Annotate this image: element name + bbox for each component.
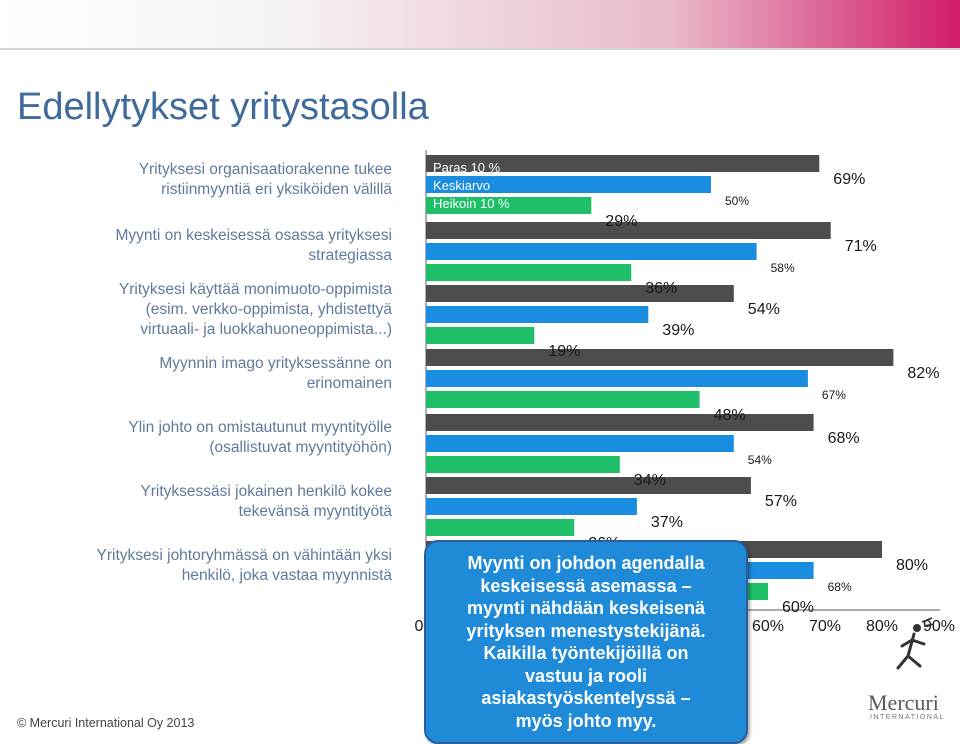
mercuri-logo-icon — [896, 617, 935, 670]
category-label-line: (osallistuvat myyntityöhön) — [209, 439, 392, 456]
data-label: 68% — [828, 580, 852, 594]
category-label-line: erinomainen — [306, 375, 392, 392]
bar-keskiarvo — [426, 435, 734, 452]
category-label-line: Ylin johto on omistautunut myyntityölle — [128, 419, 392, 436]
bar-heikoin — [426, 197, 592, 214]
data-label: 48% — [714, 407, 746, 424]
category-label: Ylin johto on omistautunut myyntityölle (… — [52, 418, 392, 458]
data-label: 50% — [725, 194, 749, 208]
data-label: 82% — [907, 365, 939, 382]
category-label-line: virtuaali- ja luokkahuoneoppimista...) — [140, 321, 392, 338]
legend-entry: Keskiarvo — [433, 178, 490, 193]
data-label: 39% — [662, 322, 694, 339]
bar-keskiarvo — [426, 176, 711, 193]
callout-line: asiakastyöskentelyssä – — [481, 688, 691, 708]
data-label: 29% — [605, 213, 637, 230]
bar-heikoin — [426, 519, 575, 536]
header-gradient-bar — [0, 0, 960, 48]
category-label-line: (esim. verkko-oppimista, yhdistettyä — [145, 301, 392, 318]
bar-paras — [426, 414, 814, 431]
data-label: 57% — [765, 493, 797, 510]
bar-heikoin — [426, 456, 620, 473]
callout-box: Myynti on johdon agendalla keskeisessä a… — [424, 540, 748, 744]
page-title: Edellytykset yritystasolla — [17, 86, 429, 128]
bar-heikoin — [426, 391, 700, 408]
callout-line: myynti nähdään keskeisenä — [466, 598, 706, 618]
data-label: 68% — [828, 430, 860, 447]
category-label-line: Yrityksesi johtoryhmässä on vähintään yk… — [96, 547, 393, 564]
legend-entry: Paras 10 % — [433, 160, 501, 175]
x-tick-label: 70% — [809, 618, 841, 635]
bar-keskiarvo — [426, 243, 757, 260]
data-label: 19% — [548, 343, 580, 360]
bar-paras — [426, 222, 831, 239]
bar-paras — [426, 477, 751, 494]
logo-subtitle: INTERNATIONAL — [870, 714, 945, 721]
category-label: Yrityksessäsi jokainen henkilö kokee teke… — [52, 482, 392, 522]
bar-heikoin — [426, 264, 632, 281]
callout-line: keskeisessä asemassa – — [480, 575, 692, 596]
data-label: 60% — [782, 599, 814, 616]
data-label: 34% — [634, 472, 666, 489]
category-label-line: Myynnin imago yrityksessänne on — [159, 355, 392, 372]
callout-line: Kaikilla työntekijöillä on — [483, 643, 689, 663]
legend-entry: Heikoin 10 % — [433, 196, 510, 211]
bar-heikoin — [426, 327, 535, 344]
category-label-line: Myynti on keskeisessä osassa yrityksesi — [115, 227, 392, 244]
data-label: 67% — [822, 388, 846, 402]
bar-paras — [426, 155, 820, 172]
bar-paras — [426, 285, 734, 302]
category-label-line: Yrityksessäsi jokainen henkilö kokee — [140, 483, 392, 500]
bar-keskiarvo — [426, 306, 649, 323]
category-label: Yrityksesi käyttää monimuoto-oppimista (e… — [52, 280, 392, 340]
data-label: 54% — [748, 453, 772, 467]
callout-line: yrityksen menestystekijänä. — [466, 620, 706, 641]
data-label: 54% — [748, 301, 780, 318]
x-tick-label: 60% — [752, 618, 784, 635]
bar-keskiarvo — [426, 498, 637, 515]
category-label-line: strategiassa — [308, 247, 392, 264]
callout-line: Myynti on johdon agendalla — [467, 553, 705, 573]
callout-line: myös johto myy. — [515, 710, 657, 731]
callout-line: vastuu ja rooli — [524, 665, 648, 686]
data-label: 36% — [645, 280, 677, 297]
category-label: Myynnin imago yrityksessänne on erinomain… — [52, 354, 392, 394]
category-label: Yrityksesi organisaatiorakenne tukee rist… — [52, 160, 392, 200]
category-label-line: henkilö, joka vastaa myynnistä — [181, 567, 392, 584]
x-tick-label: 80% — [866, 618, 898, 635]
category-label-line: ristiinmyyntiä eri yksiköiden välillä — [161, 181, 392, 198]
data-label: 58% — [771, 261, 795, 275]
logo-name: Mercuri — [868, 690, 939, 715]
x-tick-label: 90% — [923, 618, 955, 635]
category-label-line: tekevänsä myyntityötä — [238, 503, 392, 520]
category-label-line: Yrityksesi organisaatiorakenne tukee — [138, 161, 392, 178]
category-label: Myynti on keskeisessä osassa yrityksesi s… — [52, 226, 392, 266]
bar-keskiarvo — [426, 370, 808, 387]
data-label: 37% — [651, 514, 683, 531]
header-divider — [0, 48, 960, 50]
category-label: Yrityksesi johtoryhmässä on vähintään yk… — [52, 546, 393, 586]
category-label-line: Yrityksesi käyttää monimuoto-oppimista — [118, 281, 392, 298]
data-label: 71% — [845, 238, 877, 255]
bar-paras — [426, 349, 894, 366]
copyright-footer: © Mercuri International Oy 2013 — [17, 716, 195, 730]
data-label: 69% — [833, 171, 865, 188]
data-label: 80% — [896, 557, 928, 574]
